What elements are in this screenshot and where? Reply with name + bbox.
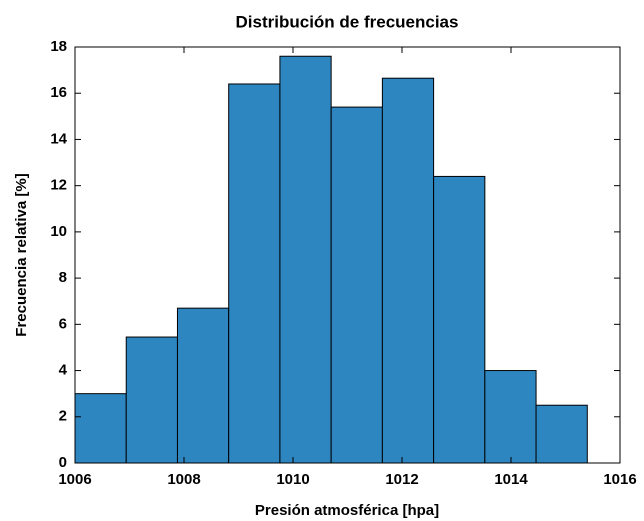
x-tick-label: 1010 — [276, 471, 309, 488]
y-tick-label: 14 — [50, 130, 67, 147]
x-tick-label: 1006 — [58, 471, 91, 488]
bar — [381, 77, 435, 464]
y-tick-label: 4 — [59, 362, 68, 379]
y-axis-label: Frecuencia relativa [%] — [13, 173, 30, 336]
bar — [74, 393, 127, 464]
chart-title: Distribución de frecuencias — [236, 12, 459, 31]
bar — [330, 106, 383, 464]
x-axis-label: Presión atmosférica [hpa] — [255, 502, 439, 519]
bar — [125, 336, 178, 464]
y-tick-label: 6 — [59, 315, 67, 332]
y-tick-label: 18 — [50, 38, 67, 55]
bar — [228, 83, 281, 464]
bar — [176, 307, 230, 464]
y-tick-label: 8 — [59, 269, 67, 286]
x-tick-label: 1014 — [494, 471, 528, 488]
bar — [279, 55, 332, 464]
x-tick-label: 1016 — [603, 471, 636, 488]
plot-frame — [74, 46, 621, 464]
bar — [484, 370, 537, 464]
x-tick-label: 1008 — [167, 471, 200, 488]
y-tick-label: 16 — [50, 84, 67, 101]
bar — [433, 175, 486, 464]
y-tick-label: 2 — [59, 408, 67, 425]
bar — [535, 404, 588, 464]
x-tick-label: 1012 — [385, 471, 418, 488]
y-tick-label: 10 — [50, 223, 67, 240]
y-tick-label: 0 — [59, 454, 67, 471]
y-tick-label: 12 — [50, 177, 67, 194]
